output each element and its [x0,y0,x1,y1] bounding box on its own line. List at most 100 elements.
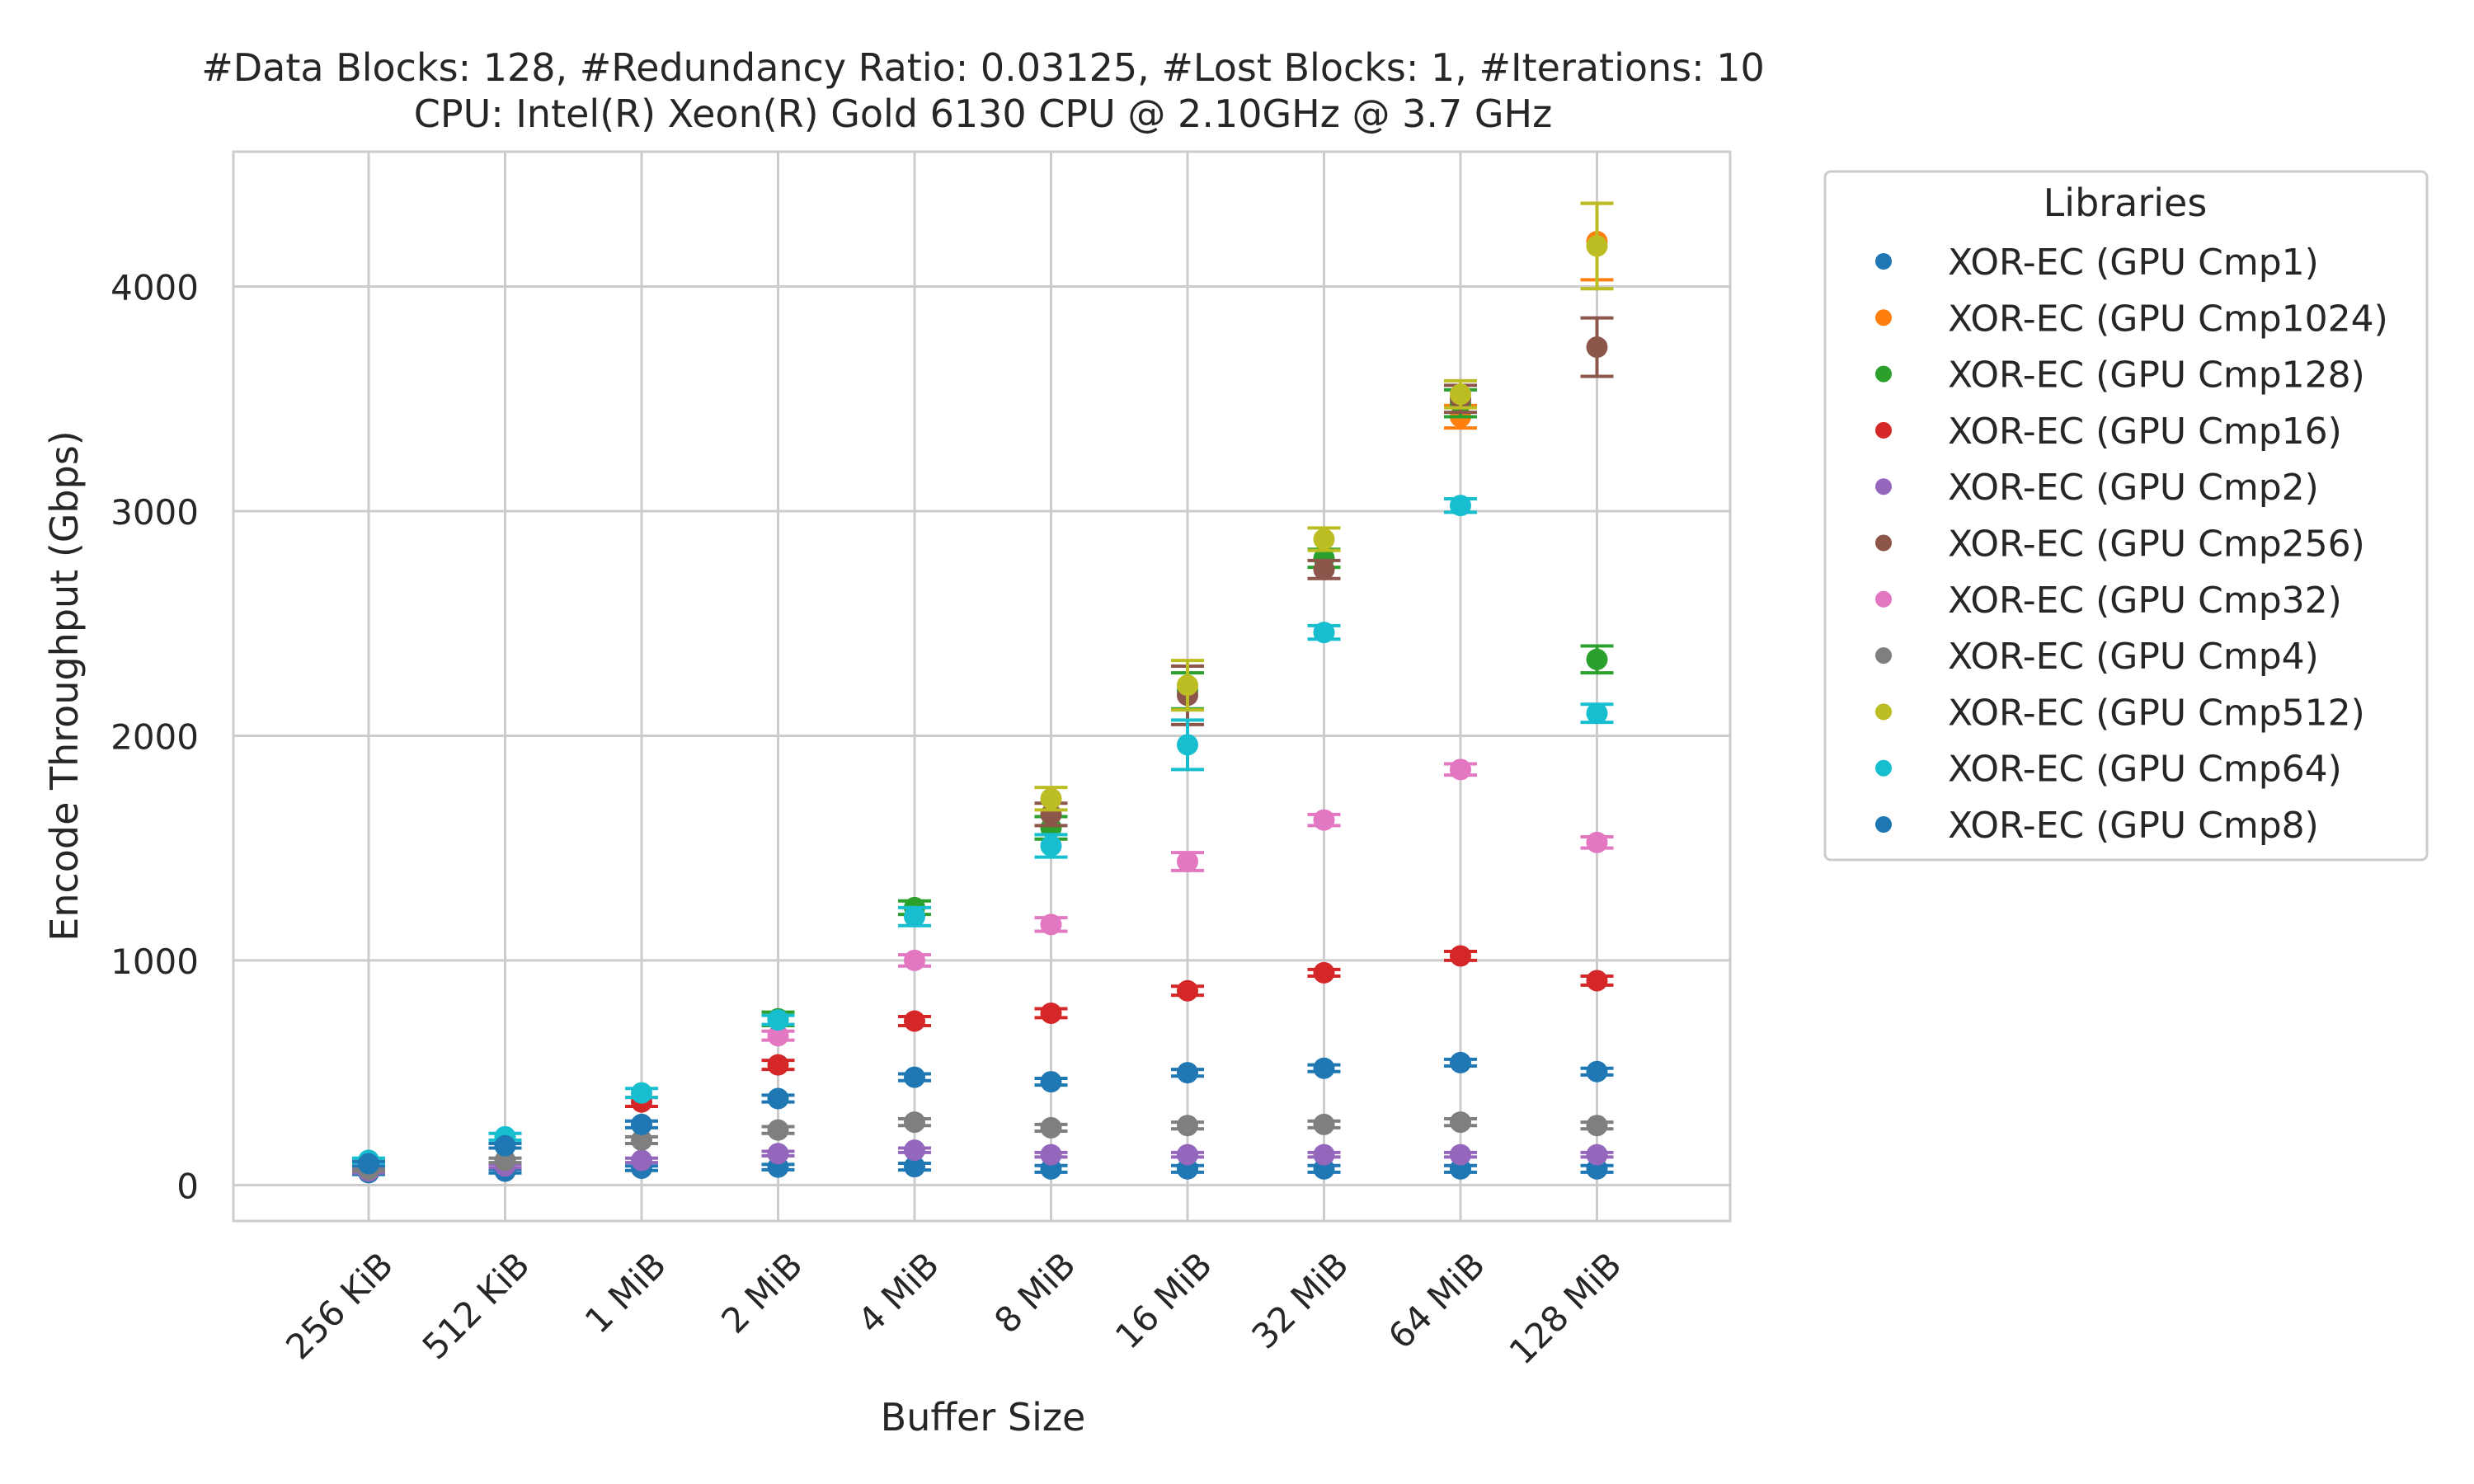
data-point [1586,1115,1608,1137]
legend: Libraries XOR-EC (GPU Cmp1)XOR-EC (GPU C… [1823,170,2429,862]
data-point [767,1143,789,1165]
data-point [1450,383,1471,406]
data-point [1313,1144,1335,1166]
legend-marker [1875,647,1892,665]
data-point [767,1087,789,1110]
legend-label: XOR-EC (GPU Cmp2) [1948,467,2319,509]
data-point [1450,758,1471,781]
data-point [1040,1144,1062,1166]
data-point [904,1139,925,1162]
legend-label: XOR-EC (GPU Cmp1024) [1948,298,2388,340]
series-10 [352,1051,1614,1175]
data-point [904,1111,925,1134]
y-tick-labels: 0 1000 2000 3000 4000 [111,267,199,1206]
data-layer [352,201,1614,1184]
data-point [1313,809,1335,831]
data-point [1586,702,1608,725]
x-axis-label: Buffer Size [881,1395,1086,1439]
data-point [631,1113,652,1135]
data-point [904,1066,925,1088]
data-point [1586,1144,1608,1166]
data-point [767,1119,789,1141]
data-point [1450,1051,1471,1073]
legend-marker [1875,703,1892,721]
data-point [1313,528,1335,551]
data-point [1040,787,1062,810]
data-point [1040,913,1062,936]
legend-marker [1875,478,1892,495]
legend-marker [1875,816,1892,833]
data-point [767,1009,789,1031]
data-point [1177,734,1198,756]
legend-marker [1875,590,1892,608]
data-point [1313,961,1335,984]
data-point [1040,834,1062,857]
y-tick-label: 4000 [111,267,199,308]
legend-marker [1875,759,1892,777]
legend-marker [1875,365,1892,383]
legend-label: XOR-EC (GPU Cmp16) [1948,411,2342,453]
data-point [1450,945,1471,967]
data-point [631,1082,652,1104]
data-point [358,1153,379,1175]
data-point [1586,970,1608,992]
data-point [904,1156,925,1178]
legend-label: XOR-EC (GPU Cmp512) [1948,692,2365,734]
data-point [1040,1002,1062,1024]
series-8 [1034,201,1614,812]
data-point [1313,558,1335,580]
chart-title-line-2: CPU: Intel(R) Xeon(R) Gold 6130 CPU @ 2.… [414,92,1553,136]
plot-frame [232,150,1732,1223]
legend-marker [1875,421,1892,439]
legend-entries: XOR-EC (GPU Cmp1) XOR-EC (GPU Cmp1024) XOR… [1875,242,2388,847]
legend-label: XOR-EC (GPU Cmp128) [1948,355,2365,397]
data-point [1586,1060,1608,1082]
data-point [1313,1057,1335,1079]
data-point [1586,648,1608,670]
data-point [1313,622,1335,644]
data-point [1177,674,1198,697]
legend-marker [1875,309,1892,326]
data-point [494,1134,516,1157]
data-point [1586,336,1608,359]
data-point [1586,831,1608,853]
legend-label: XOR-EC (GPU Cmp1) [1948,242,2319,284]
y-tick-label: 0 [176,1166,199,1206]
legend-frame [1823,170,2429,862]
series-7 [352,1111,1614,1181]
legend-label: XOR-EC (GPU Cmp8) [1948,805,2319,847]
legend-label: XOR-EC (GPU Cmp32) [1948,580,2342,622]
y-tick-label: 2000 [111,716,199,757]
data-point [904,1010,925,1032]
data-point [1586,235,1608,257]
data-point [1450,495,1471,517]
y-tick-label: 1000 [111,942,199,982]
legend-title: Libraries [2044,181,2208,225]
data-point [1177,1062,1198,1084]
y-tick-label: 3000 [111,492,199,533]
data-point [1450,1144,1471,1166]
data-point [1177,979,1198,1002]
legend-marker [1875,253,1892,270]
data-point [1177,851,1198,873]
data-point [767,1025,789,1047]
legend-marker [1875,534,1892,552]
series-3 [625,945,1614,1113]
data-point [1040,1071,1062,1093]
series-6 [761,758,1614,1047]
data-point [904,949,925,971]
grid-layer [233,152,1730,1221]
data-point [1450,1111,1471,1134]
legend-label: XOR-EC (GPU Cmp256) [1948,524,2365,566]
data-point [767,1054,789,1076]
legend-label: XOR-EC (GPU Cmp64) [1948,749,2342,791]
data-point [1040,1116,1062,1139]
legend-label: XOR-EC (GPU Cmp4) [1948,636,2319,678]
data-point [1177,1144,1198,1166]
y-axis-label: Encode Throughput (Gbps) [42,430,87,942]
data-point [631,1149,652,1172]
data-point [631,1129,652,1151]
data-point [1313,1113,1335,1135]
data-point [1177,1115,1198,1137]
